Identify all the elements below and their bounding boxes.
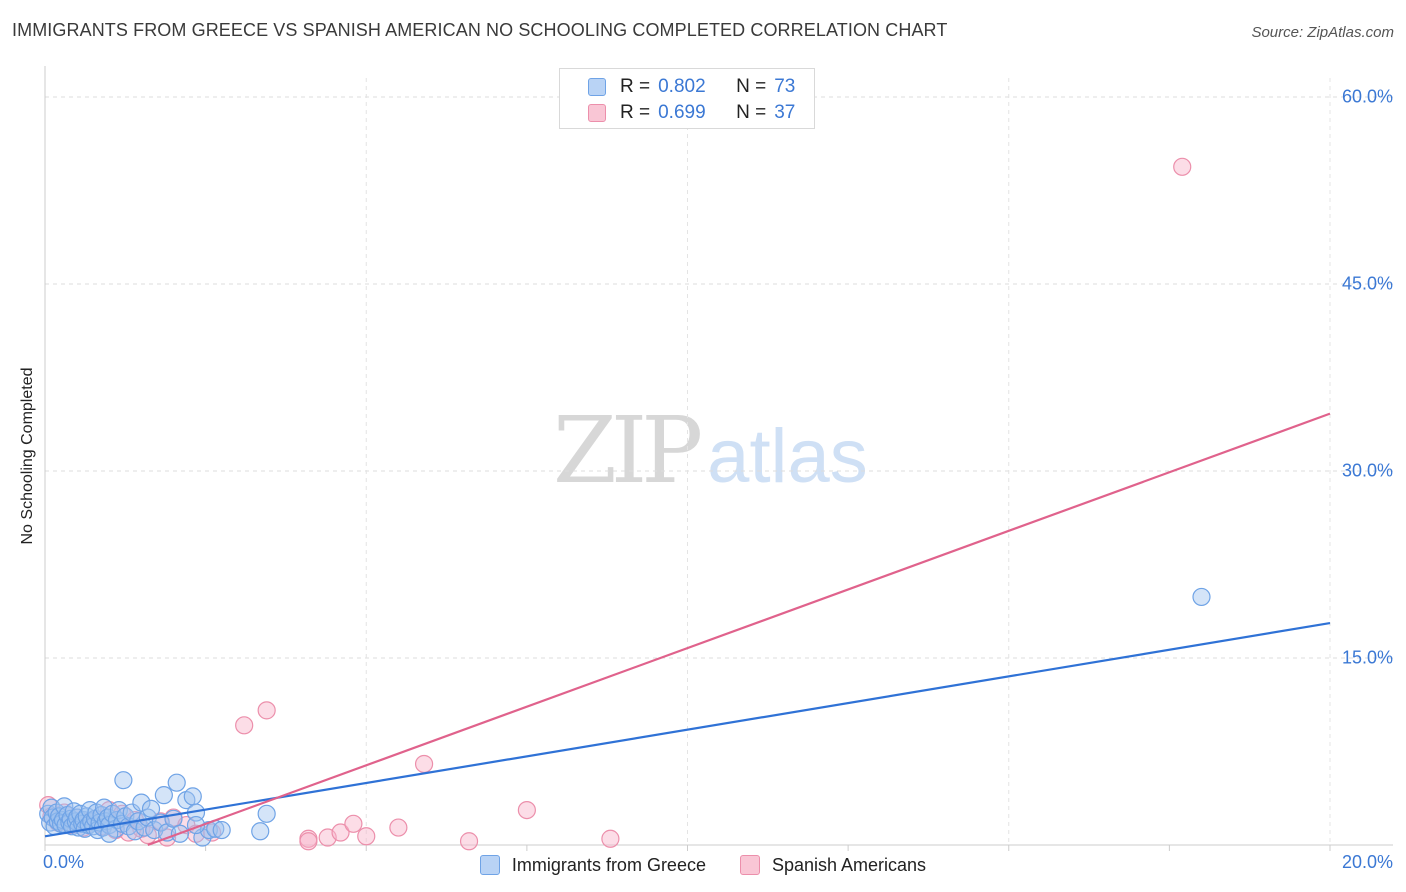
n-label: N = <box>736 102 767 123</box>
legend-label: Spanish Americans <box>771 854 927 875</box>
axes <box>44 66 1393 851</box>
series-legend: Immigrants from Greece Spanish Americans <box>0 852 1406 878</box>
y-tick-label: 30.0% <box>1341 460 1393 481</box>
data-point <box>132 793 151 812</box>
n-value: 73 <box>774 76 796 97</box>
data-point <box>299 832 318 851</box>
r-value: 0.802 <box>658 76 706 97</box>
data-point <box>141 799 161 818</box>
trend-line <box>147 412 1331 847</box>
data-point <box>154 786 173 805</box>
trend-lines <box>44 412 1331 847</box>
legend-row-greece: R = 0.802 N = 73 <box>588 75 795 99</box>
trend-line <box>44 622 1331 838</box>
y-tick-label: 60.0% <box>1341 86 1393 107</box>
legend-swatch-pink <box>739 855 760 875</box>
legend-item-spanish[interactable]: Spanish Americans <box>739 854 927 876</box>
data-point <box>517 800 536 820</box>
watermark-zip: ZIP <box>553 397 703 504</box>
data-point <box>167 773 186 792</box>
data-point <box>183 787 202 806</box>
data-point <box>125 822 145 841</box>
chart-title: IMMIGRANTS FROM GREECE VS SPANISH AMERIC… <box>12 20 948 40</box>
data-point <box>459 832 479 851</box>
watermark: ZIP atlas <box>553 405 868 497</box>
data-point <box>100 824 119 843</box>
r-label: R = <box>620 102 651 123</box>
data-point <box>257 804 276 823</box>
x-tick-min: 0.0% <box>43 852 85 872</box>
data-point <box>344 814 363 833</box>
data-point <box>601 829 620 848</box>
data-point <box>235 716 254 735</box>
data-point <box>389 818 408 837</box>
series-immigrants-from-greece <box>39 587 1211 847</box>
legend-swatch-pink <box>588 104 606 122</box>
data-point <box>251 822 270 841</box>
data-point <box>1192 587 1211 607</box>
series-spanish-americans <box>39 157 1192 851</box>
y-tick-label: 15.0% <box>1341 647 1393 668</box>
data-point <box>331 823 350 842</box>
data-point <box>212 820 231 840</box>
legend-swatch-blue <box>479 855 500 875</box>
n-label: N = <box>736 76 767 97</box>
data-point <box>114 771 133 790</box>
data-point <box>257 701 276 720</box>
r-label: R = <box>620 76 651 97</box>
correlation-legend: R = 0.802 N = 73 R = 0.699 N = 37 <box>559 68 815 129</box>
r-value: 0.699 <box>658 102 706 123</box>
data-point <box>1173 157 1192 176</box>
legend-row-spanish: R = 0.699 N = 37 <box>588 101 795 125</box>
legend-label: Immigrants from Greece <box>511 854 706 875</box>
y-tick-label: 45.0% <box>1341 273 1393 294</box>
legend-swatch-blue <box>588 78 606 96</box>
data-point <box>357 827 376 846</box>
x-tick-max: 20.0% <box>1341 852 1393 872</box>
source-credit: Source: ZipAtlas.com <box>1251 24 1394 41</box>
watermark-atlas: atlas <box>707 414 868 499</box>
data-point <box>414 754 434 774</box>
legend-item-greece[interactable]: Immigrants from Greece <box>479 854 706 876</box>
n-value: 37 <box>774 102 796 123</box>
